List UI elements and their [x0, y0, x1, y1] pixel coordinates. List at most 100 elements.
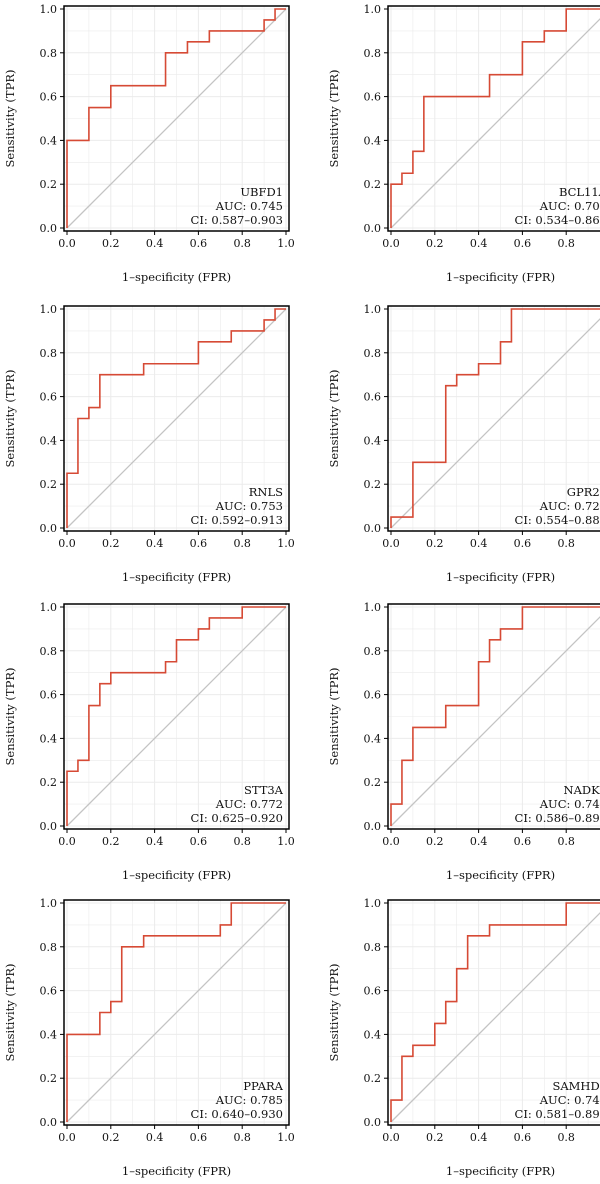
- x-tick-label: 0.8: [557, 1131, 575, 1144]
- auc-label: AUC: 0.740: [539, 1093, 600, 1107]
- gene-label: UBFD1: [240, 185, 283, 199]
- y-tick-label: 0.8: [40, 47, 58, 60]
- x-tick-label: 0.6: [514, 537, 532, 550]
- y-tick-label: 0.2: [364, 478, 382, 491]
- y-tick-label: 0.8: [40, 347, 58, 360]
- x-tick-label: 0.6: [190, 835, 208, 848]
- y-tick-label: 1.0: [364, 3, 382, 16]
- auc-label: AUC: 0.785: [215, 1093, 283, 1107]
- y-tick-label: 1.0: [40, 3, 58, 16]
- x-axis-title: 1–specificity (FPR): [122, 570, 231, 584]
- x-tick-label: 0.2: [426, 537, 444, 550]
- x-tick-label: 0.2: [102, 537, 120, 550]
- y-tick-label: 0.8: [364, 645, 382, 658]
- x-tick-label: 0.2: [426, 1131, 444, 1144]
- gene-label: NADK2: [564, 783, 600, 797]
- x-tick-label: 0.6: [514, 1131, 532, 1144]
- x-tick-label: 0.2: [102, 237, 120, 250]
- y-tick-label: 0.6: [40, 391, 58, 404]
- y-tick-label: 0.0: [40, 222, 58, 235]
- x-tick-label: 0.0: [382, 1131, 400, 1144]
- x-tick-label: 0.0: [382, 835, 400, 848]
- auc-label: AUC: 0.741: [539, 797, 600, 811]
- y-axis-title: Sensitivity (TPR): [327, 964, 341, 1062]
- x-tick-label: 0.4: [146, 835, 164, 848]
- y-axis-title: Sensitivity (TPR): [3, 668, 17, 766]
- x-tick-label: 0.0: [58, 537, 76, 550]
- y-tick-label: 0.2: [40, 1072, 58, 1085]
- gene-label: GPR26: [567, 485, 600, 499]
- ci-label: CI: 0.586–0.897: [515, 811, 600, 825]
- x-tick-label: 1.0: [277, 835, 295, 848]
- y-tick-label: 0.4: [40, 434, 58, 447]
- y-tick-label: 0.0: [40, 1116, 58, 1129]
- y-tick-label: 0.2: [364, 776, 382, 789]
- x-tick-label: 0.8: [233, 1131, 251, 1144]
- x-tick-label: 0.6: [514, 237, 532, 250]
- x-axis-title: 1–specificity (FPR): [122, 868, 231, 882]
- x-tick-label: 0.6: [190, 537, 208, 550]
- x-tick-label: 1.0: [277, 537, 295, 550]
- x-tick-label: 0.4: [146, 237, 164, 250]
- y-tick-label: 0.2: [40, 478, 58, 491]
- x-axis-title: 1–specificity (FPR): [122, 1164, 231, 1178]
- y-tick-label: 1.0: [364, 601, 382, 614]
- y-tick-label: 0.8: [364, 347, 382, 360]
- x-tick-label: 0.0: [382, 237, 400, 250]
- x-axis-title: 1–specificity (FPR): [446, 868, 555, 882]
- x-tick-label: 0.0: [58, 835, 76, 848]
- x-tick-label: 0.8: [233, 237, 251, 250]
- x-tick-label: 1.0: [277, 1131, 295, 1144]
- ci-label: CI: 0.554–0.886: [515, 513, 600, 527]
- x-tick-label: 0.4: [470, 1131, 488, 1144]
- auc-label: AUC: 0.753: [215, 499, 283, 513]
- y-tick-label: 0.4: [40, 732, 58, 745]
- y-tick-label: 0.4: [40, 134, 58, 147]
- ci-label: CI: 0.640–0.930: [191, 1107, 283, 1121]
- y-tick-label: 0.8: [364, 941, 382, 954]
- x-tick-label: 0.6: [514, 835, 532, 848]
- gene-label: PPARA: [243, 1079, 283, 1093]
- ci-label: CI: 0.581–0.899: [515, 1107, 600, 1121]
- y-tick-label: 0.2: [364, 178, 382, 191]
- y-tick-label: 0.8: [40, 941, 58, 954]
- gene-label: STT3A: [244, 783, 284, 797]
- auc-label: AUC: 0.720: [539, 499, 600, 513]
- x-tick-label: 0.6: [190, 237, 208, 250]
- y-tick-label: 0.6: [364, 91, 382, 104]
- gene-label: SAMHD1: [552, 1079, 600, 1093]
- y-tick-label: 1.0: [40, 303, 58, 316]
- ci-label: CI: 0.587–0.903: [191, 213, 283, 227]
- x-axis-title: 1–specificity (FPR): [122, 270, 231, 284]
- x-axis-title: 1–specificity (FPR): [446, 570, 555, 584]
- y-tick-label: 0.6: [40, 985, 58, 998]
- y-axis-title: Sensitivity (TPR): [3, 964, 17, 1062]
- y-tick-label: 1.0: [364, 303, 382, 316]
- y-axis-title: Sensitivity (TPR): [327, 668, 341, 766]
- x-tick-label: 0.6: [190, 1131, 208, 1144]
- y-axis-title: Sensitivity (TPR): [327, 70, 341, 168]
- y-tick-label: 0.6: [40, 91, 58, 104]
- y-tick-label: 1.0: [364, 897, 382, 910]
- y-tick-label: 0.6: [364, 391, 382, 404]
- ci-label: CI: 0.625–0.920: [191, 811, 283, 825]
- y-tick-label: 0.0: [40, 522, 58, 535]
- auc-label: AUC: 0.700: [539, 199, 600, 213]
- x-tick-label: 0.4: [470, 537, 488, 550]
- y-tick-label: 0.0: [364, 820, 382, 833]
- x-tick-label: 0.0: [382, 537, 400, 550]
- y-tick-label: 0.0: [40, 820, 58, 833]
- x-tick-label: 0.4: [470, 835, 488, 848]
- x-tick-label: 0.2: [426, 237, 444, 250]
- y-tick-label: 0.4: [364, 434, 382, 447]
- y-axis-title: Sensitivity (TPR): [327, 370, 341, 468]
- x-axis-title: 1–specificity (FPR): [446, 270, 555, 284]
- ci-label: CI: 0.534–0.866: [515, 213, 600, 227]
- y-tick-label: 0.6: [364, 985, 382, 998]
- x-tick-label: 0.8: [557, 237, 575, 250]
- y-tick-label: 0.2: [40, 776, 58, 789]
- x-tick-label: 0.4: [146, 1131, 164, 1144]
